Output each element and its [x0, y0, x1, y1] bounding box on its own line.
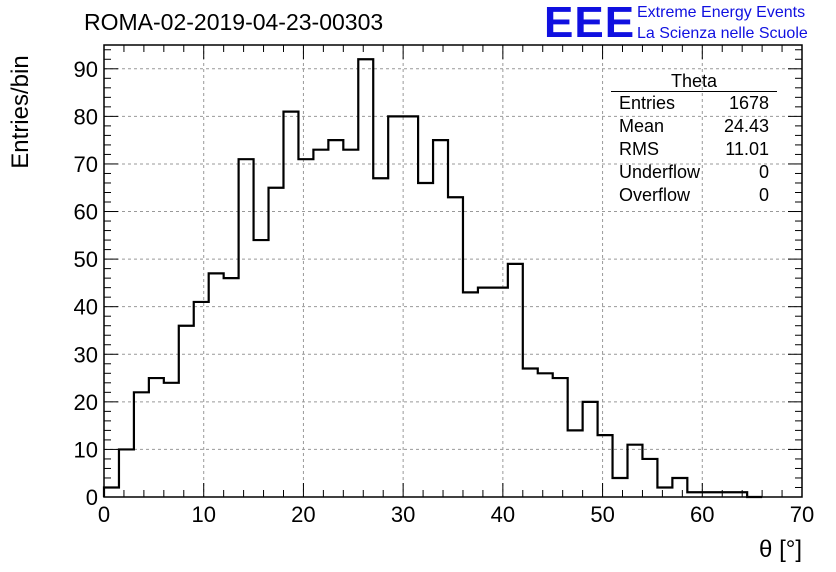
stats-row-entries: Entries 1678: [611, 92, 777, 115]
stats-box: Theta Entries 1678 Mean 24.43 RMS 11.01 …: [611, 72, 777, 207]
x-tick-label: 10: [191, 502, 215, 527]
stats-value: 11.01: [725, 139, 769, 159]
stats-title: Theta: [611, 72, 777, 92]
y-tick-label: 70: [74, 152, 98, 177]
x-tick-label: 70: [790, 502, 814, 527]
plot-frame: [103, 44, 803, 498]
stats-row-underflow: Underflow 0: [611, 161, 777, 184]
histogram-line: [102, 58, 763, 499]
x-tick-label: 0: [98, 502, 110, 527]
x-tick-label: 30: [391, 502, 415, 527]
y-tick-label: 60: [74, 200, 98, 225]
stats-label: Underflow: [619, 162, 701, 182]
y-axis-label: Entries/bin: [7, 55, 34, 169]
grid-lines: [104, 45, 802, 497]
x-tick-label: 40: [491, 502, 515, 527]
y-tick-label: 90: [74, 57, 98, 82]
logo-line-1: Extreme Energy Events: [637, 4, 806, 21]
stats-row-rms: RMS 11.01: [611, 138, 777, 161]
tick-labels: 0 10 20 30 40 50 60 70 0 10 20 30 40 50 60 70 80 90: [74, 57, 815, 527]
stats-value: 0: [758, 162, 769, 182]
stats-label: Overflow: [619, 185, 691, 205]
stats-label: Entries: [619, 93, 676, 113]
y-tick-label: 30: [74, 342, 98, 367]
eee-logo: EEE: [544, 0, 636, 47]
chart-title: ROMA-02-2019-04-23-00303: [84, 9, 384, 35]
axis-ticks: [103, 45, 803, 498]
logo-line-2: La Scienza nelle Scuole: [637, 25, 808, 42]
y-tick-label: 80: [74, 104, 98, 129]
stats-value: 24.43: [723, 116, 769, 136]
stats-label: Mean: [619, 116, 665, 136]
y-tick-label: 0: [86, 485, 98, 510]
y-tick-label: 50: [74, 247, 98, 272]
y-tick-label: 40: [74, 295, 98, 320]
stats-value: 1678: [728, 93, 769, 113]
x-tick-label: 50: [590, 502, 614, 527]
x-tick-label: 20: [291, 502, 315, 527]
x-axis-label: θ [°]: [759, 536, 802, 563]
y-tick-label: 10: [74, 437, 98, 462]
stats-value: 0: [758, 185, 769, 205]
x-tick-label: 60: [690, 502, 714, 527]
stats-row-overflow: Overflow 0: [611, 184, 777, 207]
stats-row-mean: Mean 24.43: [611, 115, 777, 138]
stats-label: RMS: [619, 139, 659, 159]
y-tick-label: 20: [74, 390, 98, 415]
